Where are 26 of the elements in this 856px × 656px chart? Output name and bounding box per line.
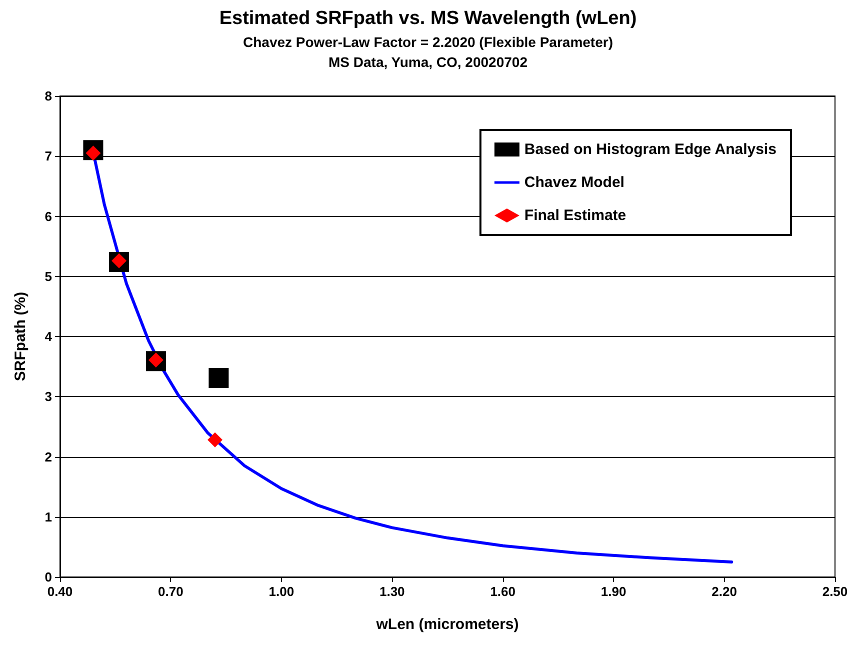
x-tick-label: 1.30	[379, 584, 405, 599]
chart-title: Estimated SRFpath vs. MS Wavelength (wLen)	[219, 8, 637, 29]
chart-subtitle: Chavez Power-Law Factor = 2.2020 (Flexible Parameter) MS Data, Yuma, CO, 20020702	[243, 34, 613, 70]
legend-label: Based on Histogram Edge Analysis	[524, 141, 776, 158]
x-axis-title: wLen (micrometers)	[375, 616, 519, 633]
y-tick-label: 7	[44, 148, 52, 164]
y-tick-label: 1	[44, 509, 52, 524]
y-tick-label: 4	[44, 329, 53, 344]
legend-label: Final Estimate	[524, 207, 626, 224]
x-tick-label: 2.20	[712, 584, 737, 599]
legend-label: Chavez Model	[524, 174, 624, 191]
y-tick-label: 8	[44, 88, 52, 104]
x-tick-label: 1.60	[490, 584, 516, 599]
y-tick-label: 3	[44, 389, 52, 404]
point	[208, 368, 229, 388]
x-tick-label: 0.40	[47, 584, 73, 599]
y-tick-label: 6	[44, 208, 52, 224]
y-tick-label: 5	[44, 268, 52, 284]
y-tick-label: 2	[44, 449, 52, 464]
x-tick-label: 0.70	[158, 584, 184, 599]
x-tick-label: 1.90	[600, 584, 626, 599]
x-tick-label: 2.50	[822, 584, 848, 599]
x-tick-label: 1.00	[268, 584, 294, 599]
point	[208, 432, 222, 448]
y-tick-label: 0	[44, 570, 52, 584]
y-axis-title: SRFpath (%)	[12, 292, 29, 382]
